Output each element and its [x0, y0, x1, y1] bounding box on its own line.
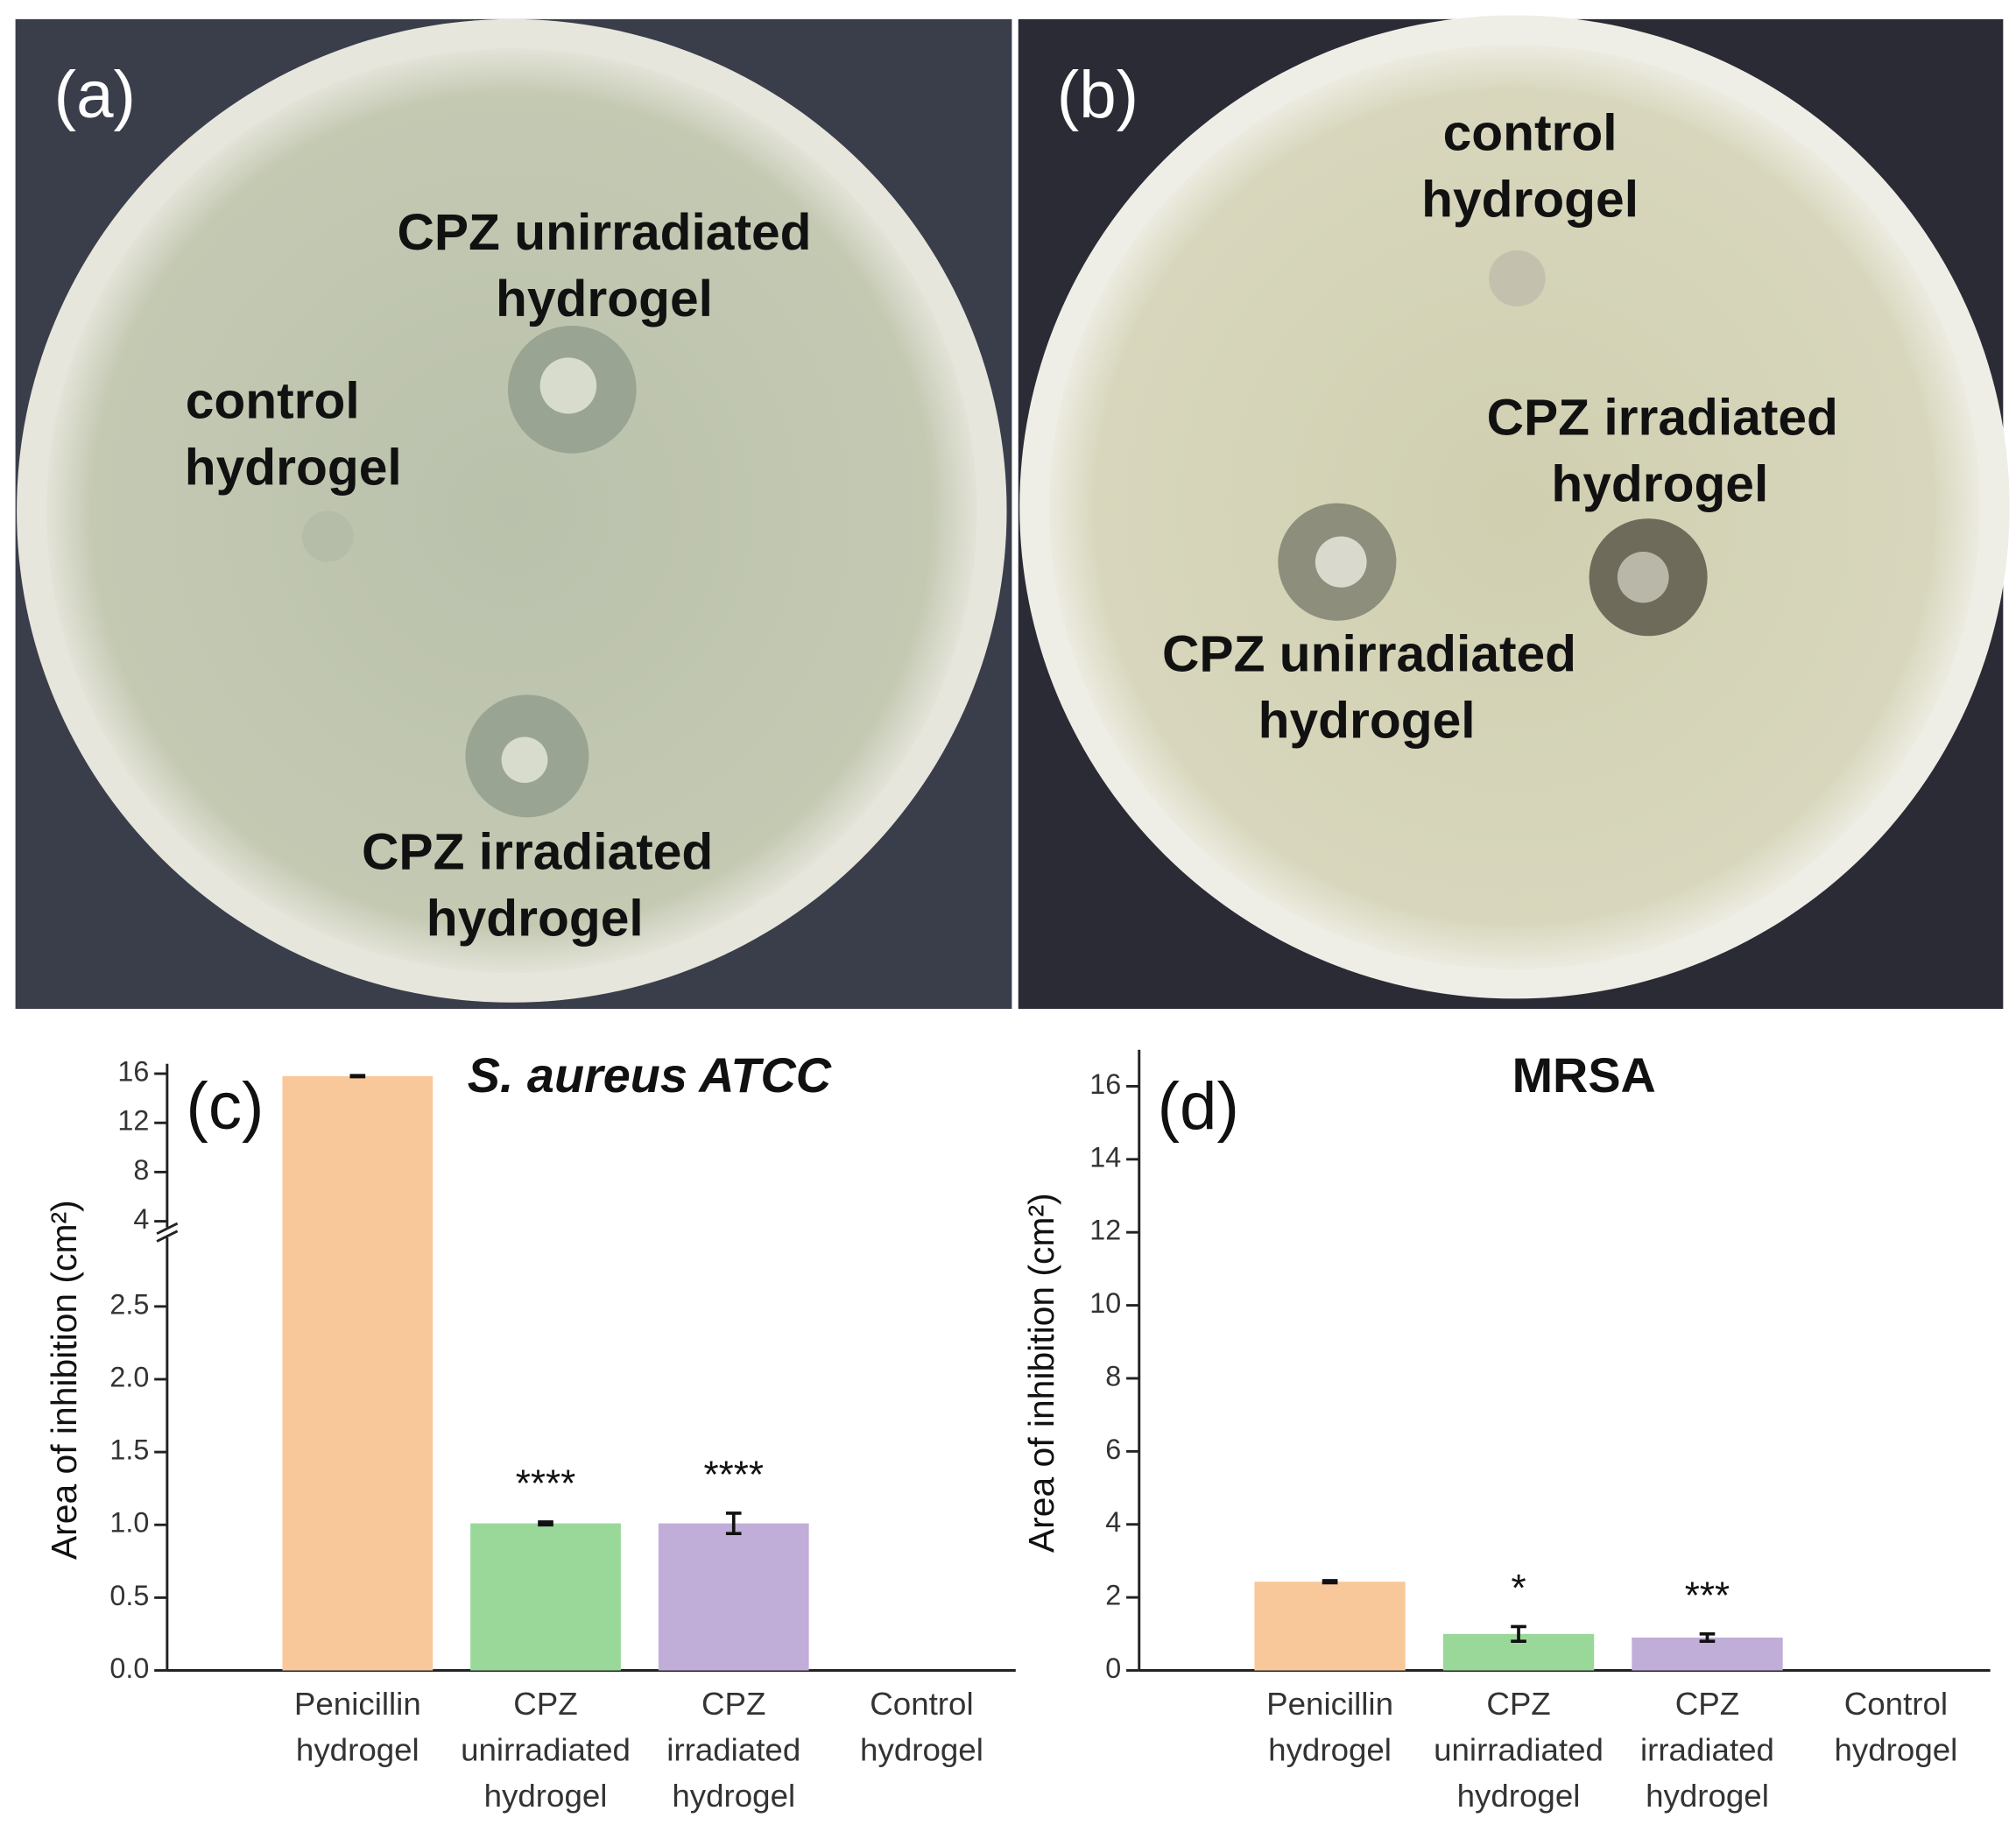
y-tick-label: 8: [133, 1154, 149, 1186]
annotation: control: [1443, 105, 1618, 162]
chart-title: S. aureus ATCC: [468, 1048, 832, 1103]
annotation: hydrogel: [496, 271, 713, 328]
x-tick-label: Penicillin: [294, 1686, 421, 1722]
x-tick-label: CPZ: [1675, 1686, 1739, 1722]
axis-break: [156, 1230, 179, 1243]
photo-a: (a) CPZ unirradiated hydrogel control hy…: [15, 18, 1012, 1010]
dish: [46, 48, 977, 974]
annotation: CPZ irradiated: [362, 824, 713, 881]
y-tick-label: 14: [1089, 1141, 1121, 1173]
hydrogel: [501, 736, 548, 783]
x-tick-label: hydrogel: [1835, 1732, 1958, 1768]
x-tick-label: irradiated: [1640, 1732, 1774, 1768]
panel-label: (d): [1158, 1069, 1239, 1144]
y-tick-label: 16: [1089, 1068, 1121, 1100]
bar: [658, 1523, 809, 1671]
y-axis-label: Area of inhibition (cm²): [44, 1200, 84, 1560]
panel-label: (a): [54, 58, 136, 132]
significance-label: ***: [1685, 1575, 1730, 1617]
photo-b: (b) control hydrogel CPZ irradiated hydr…: [1018, 15, 2010, 1010]
x-tick-label: CPZ: [513, 1686, 577, 1722]
hydrogel: [1617, 552, 1669, 603]
y-tick-label: 4: [1105, 1506, 1121, 1538]
x-tick-label: hydrogel: [1457, 1778, 1581, 1814]
x-tick-label: unirradiated: [461, 1732, 631, 1768]
hydrogel: [302, 511, 354, 562]
y-tick-label: 0: [1105, 1652, 1121, 1684]
x-tick-label: Penicillin: [1266, 1686, 1393, 1722]
y-tick-label: 12: [117, 1105, 149, 1137]
y-axis-label: Area of inhibition (cm²): [1021, 1193, 1061, 1553]
x-tick-label: hydrogel: [1646, 1778, 1769, 1814]
panel-label: (c): [186, 1069, 264, 1144]
x-tick-label: hydrogel: [1268, 1732, 1392, 1768]
y-tick-label: 1.5: [109, 1434, 149, 1466]
annotation: hydrogel: [1421, 171, 1639, 228]
y-tick-label: 6: [1105, 1434, 1121, 1465]
panel-label: (b): [1057, 58, 1138, 132]
bar: [1254, 1582, 1406, 1671]
y-tick-label: 0.5: [109, 1580, 149, 1611]
y-tick-label: 16: [117, 1056, 149, 1088]
bar: [470, 1523, 621, 1671]
annotation: CPZ unirradiated: [1162, 626, 1576, 683]
bar: [282, 1075, 434, 1671]
x-tick-label: hydrogel: [296, 1732, 419, 1768]
significance-label: *: [1511, 1567, 1526, 1610]
significance-label: ****: [703, 1454, 764, 1497]
x-tick-label: hydrogel: [860, 1732, 983, 1768]
x-tick-label: unirradiated: [1434, 1732, 1604, 1768]
y-tick-label: 2.0: [109, 1362, 149, 1393]
y-tick-label: 2: [1105, 1580, 1121, 1611]
x-tick-label: hydrogel: [672, 1778, 795, 1814]
dish: [1048, 45, 1980, 969]
annotation: CPZ irradiated: [1487, 390, 1838, 447]
y-tick-label: 2.5: [109, 1288, 149, 1320]
annotation: hydrogel: [1258, 692, 1476, 749]
x-tick-label: irradiated: [666, 1732, 800, 1768]
x-tick-label: CPZ: [1486, 1686, 1550, 1722]
y-tick-label: 4: [133, 1203, 149, 1235]
y-tick-label: 12: [1089, 1215, 1121, 1246]
hydrogel: [1315, 536, 1367, 588]
annotation: control: [186, 373, 360, 430]
annotation: hydrogel: [1551, 456, 1768, 513]
y-tick-label: 1.0: [109, 1507, 149, 1539]
hydrogel: [1489, 250, 1546, 306]
x-tick-label: Control: [1844, 1686, 1948, 1722]
x-tick-label: hydrogel: [484, 1778, 608, 1814]
annotation: hydrogel: [185, 440, 402, 497]
y-tick-label: 8: [1105, 1361, 1121, 1392]
annotation: CPZ unirradiated: [397, 204, 811, 261]
y-tick-label: 0.0: [109, 1652, 149, 1684]
significance-label: ****: [516, 1462, 576, 1505]
axis-break-gap: [157, 1227, 178, 1238]
chart-title: MRSA: [1512, 1048, 1656, 1103]
x-tick-label: CPZ: [701, 1686, 765, 1722]
annotation: hydrogel: [426, 890, 644, 947]
y-tick-label: 10: [1089, 1287, 1121, 1319]
hydrogel: [539, 357, 597, 414]
bar: [1632, 1637, 1783, 1671]
axis-break: [156, 1222, 179, 1236]
x-tick-label: Control: [870, 1686, 973, 1722]
